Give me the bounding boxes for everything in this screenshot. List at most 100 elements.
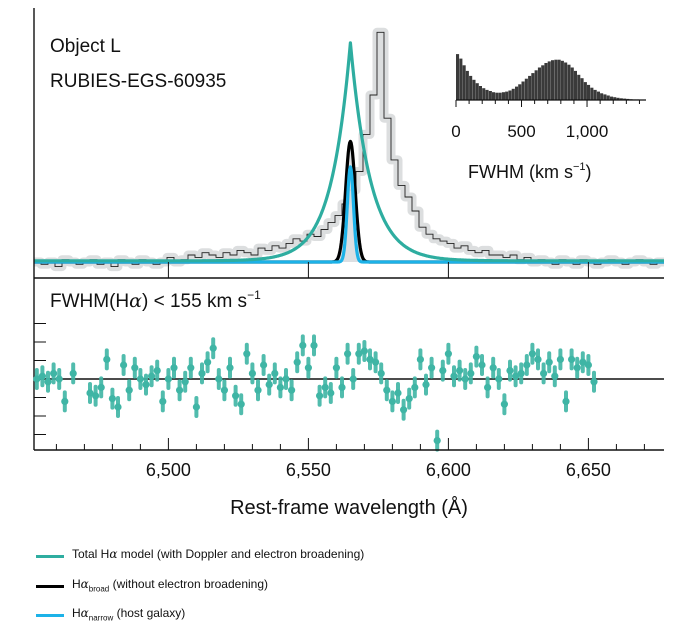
residual-point	[198, 369, 206, 377]
inset-bar	[524, 78, 528, 100]
residual-point	[450, 372, 458, 380]
residual-point	[187, 364, 195, 372]
residual-point	[416, 355, 424, 363]
residual-point	[467, 369, 475, 377]
residual-point	[192, 403, 200, 411]
inset-bar	[472, 79, 476, 100]
residual-point	[120, 361, 128, 369]
residual-point	[299, 341, 307, 349]
residual-point	[568, 355, 576, 363]
inset-bar	[590, 87, 594, 100]
inset-bar	[456, 54, 460, 100]
residual-point	[484, 383, 492, 391]
residual-point	[411, 383, 419, 391]
inset-bar	[596, 91, 600, 100]
inset-bar	[482, 88, 486, 100]
legend-label: Hαbroad (without electron broadening)	[72, 577, 269, 594]
inset-bar	[613, 97, 617, 100]
residual-point	[517, 369, 525, 377]
residual-point	[349, 375, 357, 383]
residual-point	[38, 372, 47, 380]
residual-point	[293, 358, 301, 366]
residual-point	[215, 375, 223, 383]
inset-x-label: FWHM (km s−1)	[468, 161, 592, 182]
residual-point	[159, 397, 167, 405]
residual-point	[500, 400, 508, 408]
residual-point	[108, 395, 116, 403]
residual-point	[534, 355, 542, 363]
fwhm-inset-histogram: 0 500 1,000 FWHM (km s−1)	[451, 54, 646, 182]
inset-bar	[492, 92, 496, 100]
inset-bar	[567, 64, 571, 100]
inset-bar	[560, 60, 564, 100]
residual-point	[86, 389, 94, 397]
inset-tick-label-0: 0	[451, 122, 460, 141]
main-panel: Object L RUBIES-EGS-60935	[33, 8, 665, 450]
residual-annotation: FWHM(Hα) < 155 km s−1	[50, 288, 261, 312]
inset-bar	[508, 90, 512, 100]
inset-bar	[528, 75, 532, 100]
inset-bar	[573, 70, 577, 100]
inset-tick-label-1: 500	[507, 122, 535, 141]
legend-swatch	[36, 614, 64, 617]
residual-point	[495, 375, 503, 383]
x-tick-label-3: 6,650	[566, 460, 611, 480]
residual-point	[478, 361, 486, 369]
residual-point	[316, 392, 324, 400]
residual-point	[456, 367, 464, 375]
residual-point	[472, 353, 480, 361]
object-id: RUBIES-EGS-60935	[50, 71, 226, 92]
residual-point	[232, 392, 240, 400]
inset-bar	[475, 83, 479, 100]
residual-point	[590, 378, 598, 386]
residual-point	[164, 375, 172, 383]
residual-point	[422, 381, 430, 389]
residual-point	[540, 369, 548, 377]
residual-point	[562, 397, 570, 405]
residual-point	[344, 350, 352, 358]
inset-bar	[501, 92, 505, 100]
residual-point	[271, 369, 279, 377]
residual-point	[523, 361, 531, 369]
residual-point	[136, 375, 144, 383]
inset-bar	[551, 60, 555, 100]
residual-point	[243, 350, 251, 358]
residual-point	[176, 386, 184, 394]
inset-bar	[511, 88, 515, 100]
residual-point	[153, 367, 161, 375]
residual-point	[511, 372, 520, 380]
inset-bar	[531, 73, 535, 100]
residual-point	[181, 378, 189, 386]
residual-point	[288, 386, 296, 394]
inset-bar	[505, 91, 509, 100]
residual-point	[103, 355, 111, 363]
inset-bar	[462, 65, 466, 100]
inset-bar	[515, 86, 519, 100]
inset-bar	[616, 97, 620, 100]
residual-point	[506, 367, 514, 375]
residual-panel: FWHM(Hα) < 155 km s−1	[33, 288, 664, 452]
object-label: Object L	[50, 36, 121, 57]
residual-point	[360, 347, 368, 355]
residual-point	[584, 361, 593, 369]
residual-point	[204, 358, 212, 366]
residual-point	[383, 386, 391, 394]
inset-bar	[521, 81, 525, 100]
residual-point	[97, 383, 105, 391]
residual-point	[405, 395, 413, 403]
residual-point	[254, 386, 262, 394]
total-model-line	[33, 41, 665, 263]
legend-label: Total Hα model (with Doppler and electro…	[72, 547, 365, 561]
legend-label: Hαnarrow (host galaxy)	[72, 606, 186, 623]
inset-tick-label-2: 1,000	[566, 122, 609, 141]
x-axis-label: Rest-frame wavelength (Å)	[230, 496, 468, 519]
residual-point	[545, 358, 553, 366]
inset-bar	[469, 75, 473, 100]
inset-bar	[619, 98, 623, 100]
residual-point	[44, 378, 52, 386]
inset-bar	[564, 62, 568, 100]
residual-point	[276, 383, 284, 391]
residual-point	[551, 372, 559, 380]
residual-point	[55, 375, 63, 383]
residual-point	[579, 358, 587, 366]
